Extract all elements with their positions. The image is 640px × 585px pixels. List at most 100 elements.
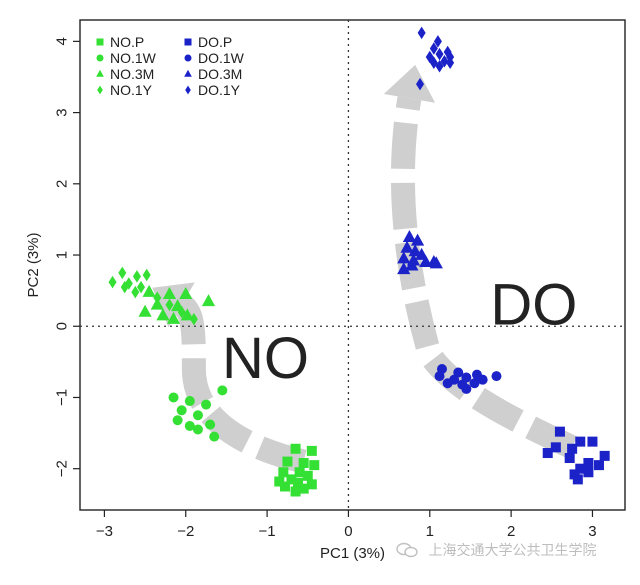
point-do-p [572,474,583,485]
do-flow-arrow-head [383,64,436,103]
point-no-1w [168,392,179,403]
point-no-p [293,477,303,488]
y-axis-label: PC2 (3%) [25,232,42,297]
point-do-1y [435,60,444,73]
point-no-p [286,474,297,485]
point-do-3m [402,230,417,243]
point-no-p [290,486,301,497]
point-no-p [298,483,309,494]
point-do-1y [440,55,449,68]
wechat-icon [396,542,418,558]
x-tick-label: 3 [588,523,596,540]
y-tick-label: −1 [54,389,71,406]
point-do-p [550,442,561,453]
point-no-1w [192,410,203,421]
point-no-3m [201,294,216,307]
point-no-1y [120,280,129,294]
point-do-p [587,436,598,447]
point-no-1y [189,312,198,326]
x-tick-label: 1 [426,523,434,540]
point-no-3m [180,308,194,321]
legend-marker [97,85,103,95]
point-do-p [575,463,586,474]
point-no-p [298,457,309,468]
point-no-p [306,445,317,456]
point-no-1y [142,268,151,282]
legend-label: DO.P [198,34,232,50]
legend-label: NO.3M [110,66,154,82]
point-do-p [554,426,565,437]
point-do-1w [434,371,445,382]
point-no-3m [162,287,177,300]
legend-marker [96,38,104,46]
legend-marker [185,85,191,95]
point-no-1w [201,399,212,410]
y-tick-label: −2 [54,460,71,477]
point-no-3m [179,287,193,300]
point-no-p [294,467,305,478]
legend-label: DO.1Y [198,82,241,98]
point-no-p [282,456,293,467]
point-no-1w [172,415,183,426]
x-axis-label: PC1 (3%) [320,545,385,562]
point-no-p [278,467,289,478]
legend-label: DO.1W [198,50,245,66]
point-do-1y [416,77,425,91]
point-no-3m [142,284,156,297]
point-no-1y [108,275,117,289]
point-no-1y [118,266,127,280]
legend-marker [184,38,192,46]
x-tick-label: −2 [177,523,194,540]
y-tick-label: 3 [54,108,71,116]
point-no-1y [153,291,162,305]
point-do-p [575,436,586,447]
point-do-p [567,443,578,454]
point-do-p [583,467,594,478]
point-do-p [593,460,604,471]
point-do-3m [429,256,443,269]
point-do-1y [417,26,426,40]
point-no-1w [184,396,195,407]
point-no-3m [166,311,181,324]
point-do-1w [477,374,488,385]
point-no-1y [132,270,141,283]
x-tick-label: −1 [259,523,276,540]
point-do-p [564,453,575,464]
point-no-p [306,479,317,490]
point-do-p [583,457,594,468]
legend-label: NO.1Y [110,82,153,98]
point-do-p [542,448,553,459]
point-do-1y [446,56,455,69]
point-do-1w [461,383,472,394]
y-tick-label: 4 [54,37,71,45]
y-tick-label: 1 [54,251,71,259]
legend-marker [184,69,192,77]
annotation-no: NO [222,326,309,391]
x-tick-label: 2 [507,523,515,540]
y-tick-label: 2 [54,180,71,188]
point-do-p [599,450,610,461]
do-flow-arrow-body [390,96,578,459]
point-no-1w [209,431,220,442]
watermark-text: 上海交通大学公共卫生学院 [428,543,597,559]
point-do-1w [442,378,453,389]
point-no-p [279,481,290,492]
point-no-p [309,460,320,471]
point-do-3m [408,244,422,257]
point-do-3m [405,258,419,271]
point-do-3m [410,233,425,246]
point-no-p [290,443,301,454]
point-no-1w [176,405,187,416]
point-no-1y [177,305,186,319]
point-no-1y [131,285,140,299]
point-do-3m [397,251,411,264]
point-do-3m [400,240,414,253]
x-tick-label: 0 [344,523,352,540]
point-no-p [274,476,285,487]
y-tick-label: 0 [54,322,71,330]
legend-marker [184,54,192,62]
annotation-do: DO [490,272,577,337]
point-no-p [302,470,313,481]
point-do-3m [397,262,411,275]
